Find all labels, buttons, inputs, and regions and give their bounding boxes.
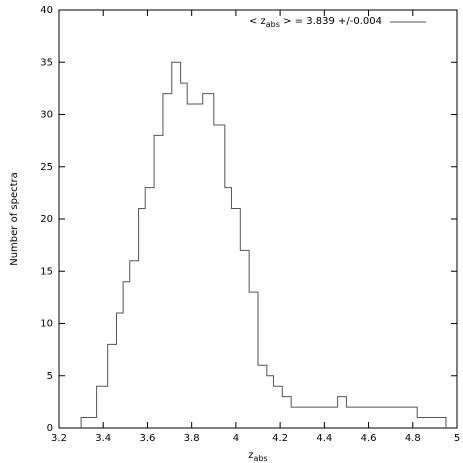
x-tick-label: 3.6 — [139, 433, 155, 444]
histogram-bar — [154, 135, 163, 428]
histogram-bar — [267, 376, 274, 428]
legend-label: < zabs > = 3.839 +/-0.004 — [249, 16, 382, 29]
x-tick-label: 4 — [233, 433, 239, 444]
histogram-bar — [97, 386, 108, 428]
histogram-bar — [273, 386, 282, 428]
histogram-bar — [338, 397, 347, 428]
histogram-bar — [346, 407, 417, 428]
histogram-bar — [116, 313, 123, 428]
histogram-bar — [130, 261, 139, 428]
y-axis-label: Number of spectra — [9, 172, 20, 266]
x-tick-label: 3.4 — [95, 433, 111, 444]
y-tick-label: 10 — [40, 319, 53, 330]
histogram-bar — [258, 365, 267, 428]
histogram-bar — [417, 418, 446, 428]
histogram-bar — [123, 282, 130, 428]
x-tick-label: 3.2 — [51, 433, 67, 444]
x-axis-label: zabs — [248, 450, 267, 463]
legend-label-sub: abs — [266, 20, 280, 29]
histogram-bar — [225, 188, 232, 428]
histogram-bar — [282, 397, 291, 428]
histogram-bar — [81, 418, 96, 428]
histogram-bar — [172, 62, 181, 428]
y-tick-label: 15 — [40, 266, 53, 277]
legend-label-main: < z — [249, 16, 266, 27]
histogram-bar — [231, 209, 240, 428]
y-tick-label: 40 — [40, 5, 53, 16]
histogram-bar — [187, 104, 202, 428]
x-tick-label: 4.6 — [361, 433, 377, 444]
histogram-bar — [108, 344, 117, 428]
x-tick-label: 4.4 — [316, 433, 332, 444]
histogram-bar — [163, 94, 172, 428]
y-tick-label: 35 — [40, 57, 53, 68]
histogram-bar — [240, 250, 249, 428]
histogram-bar — [181, 83, 188, 428]
y-tick-label: 30 — [40, 110, 53, 121]
histogram-bar — [291, 407, 337, 428]
y-tick-label: 20 — [40, 214, 53, 225]
x-axis-label-main: z — [248, 450, 253, 461]
histogram-bar — [214, 125, 225, 428]
x-axis-label-sub: abs — [254, 454, 268, 463]
x-tick-label: 4.2 — [272, 433, 288, 444]
histogram-outline — [80, 61, 447, 428]
x-tick-label: 3.8 — [184, 433, 200, 444]
histogram-bar — [203, 94, 214, 428]
x-tick-label: 5 — [454, 433, 460, 444]
x-tick-label: 4.8 — [405, 433, 421, 444]
histogram-bar — [145, 188, 154, 428]
legend-label-rest: > = 3.839 +/-0.004 — [280, 16, 382, 27]
histogram-bar — [249, 292, 258, 428]
y-tick-label: 0 — [47, 423, 53, 434]
y-tick-label: 5 — [47, 371, 53, 382]
y-tick-label: 25 — [40, 162, 53, 173]
histogram-bar — [139, 209, 146, 428]
